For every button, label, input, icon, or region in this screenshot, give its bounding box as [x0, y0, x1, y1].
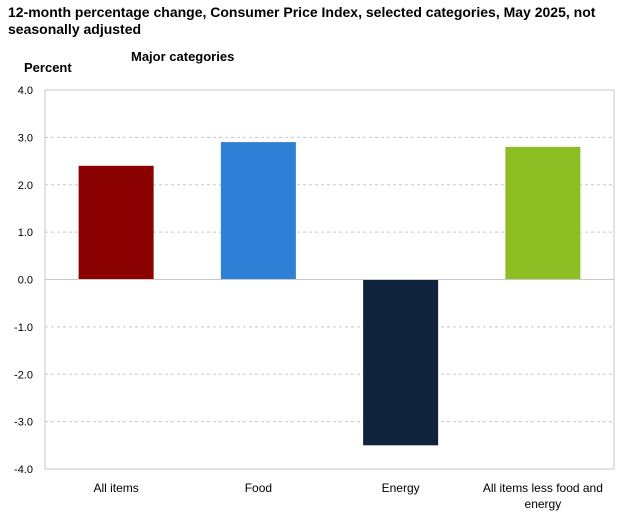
x-tick-label: All items	[93, 481, 138, 495]
chart-title: 12-month percentage change, Consumer Pri…	[8, 4, 596, 37]
y-tick-label: 2.0	[18, 180, 33, 192]
x-tick-label: energy	[525, 497, 562, 511]
y-tick-label: 3.0	[18, 132, 33, 144]
y-tick-label: -2.0	[14, 369, 33, 381]
bar	[220, 142, 296, 280]
chart-subtitle: Major categories	[131, 49, 235, 64]
x-tick-label: Food	[245, 481, 272, 495]
x-tick-label: All items less food and	[483, 481, 603, 495]
y-axis-label: Percent	[24, 60, 72, 75]
y-tick-label: -3.0	[14, 417, 33, 429]
x-tick-label: Energy	[382, 481, 420, 495]
y-tick-label: 4.0	[18, 85, 33, 97]
y-tick-label: 0.0	[18, 275, 33, 287]
y-tick-label: 1.0	[18, 227, 33, 239]
y-tick-label: -4.0	[14, 464, 33, 476]
bar	[505, 146, 581, 280]
bar	[78, 165, 154, 280]
bar	[363, 279, 439, 446]
y-tick-label: -1.0	[14, 322, 33, 334]
